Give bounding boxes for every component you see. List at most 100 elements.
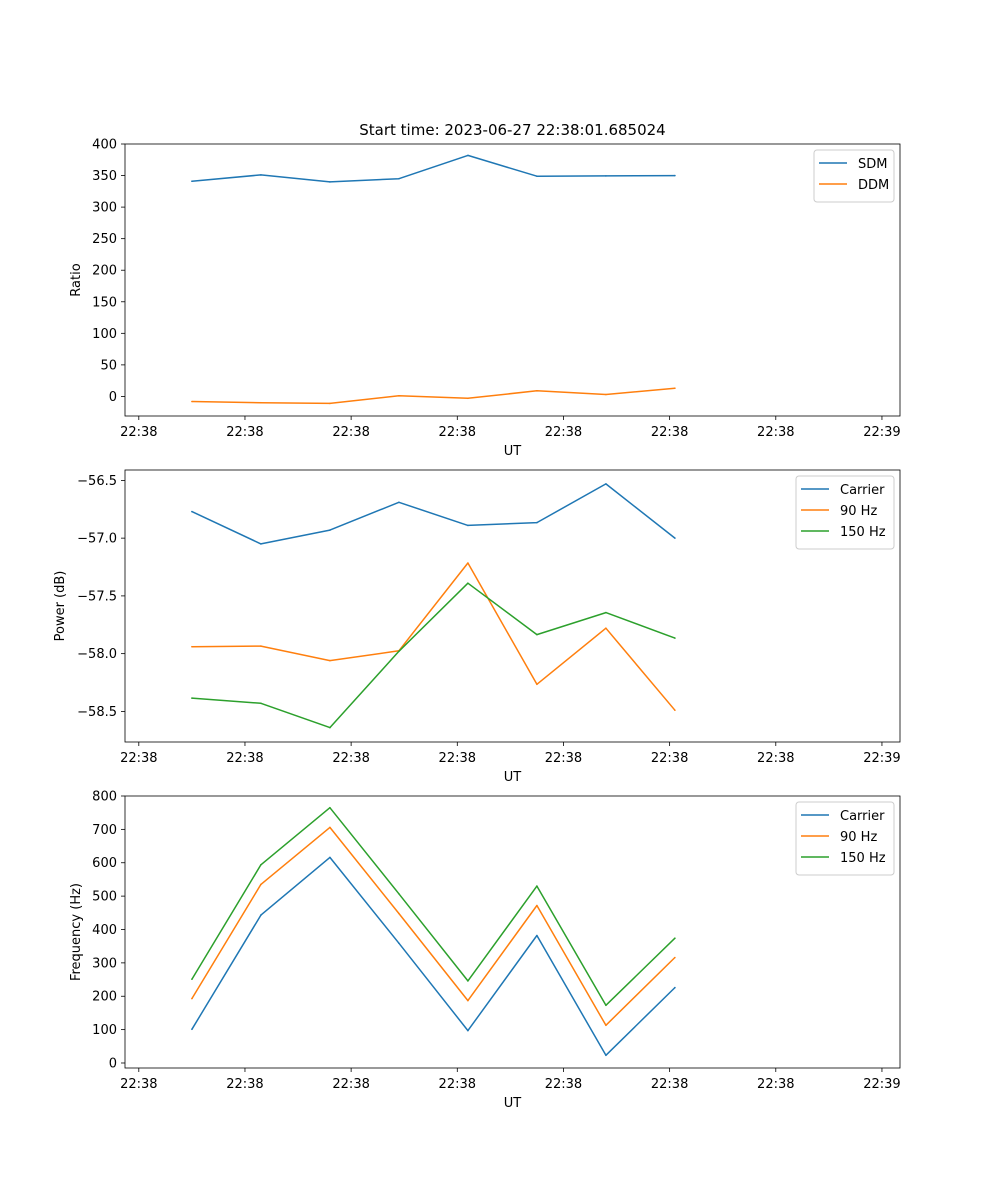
x-tick-label: 22:38 bbox=[332, 751, 369, 766]
data-point bbox=[191, 978, 193, 980]
y-tick-label: 250 bbox=[92, 232, 117, 247]
series-line-150-hz bbox=[191, 582, 676, 729]
x-tick-label: 22:38 bbox=[545, 1077, 582, 1092]
y-tick-label: 150 bbox=[92, 295, 117, 310]
legend-label: 150 Hz bbox=[840, 851, 886, 866]
y-tick-label: 400 bbox=[92, 138, 117, 153]
series-line-carrier bbox=[191, 483, 676, 545]
legend: SDM DDM bbox=[813, 149, 895, 203]
y-tick-label: 700 bbox=[92, 823, 117, 838]
data-point bbox=[191, 1028, 193, 1031]
x-tick-label: 22:38 bbox=[120, 425, 157, 440]
y-tick-label: 350 bbox=[92, 169, 117, 184]
legend-label: SDM bbox=[858, 157, 887, 172]
legend: Carrier 90 Hz 150 Hz bbox=[795, 801, 895, 876]
data-point bbox=[536, 633, 538, 636]
x-tick-label: 22:38 bbox=[651, 1077, 688, 1092]
data-point bbox=[467, 999, 469, 1002]
x-tick-label: 22:38 bbox=[651, 751, 688, 766]
y-tick-label: 50 bbox=[100, 358, 117, 373]
y-tick-label: −56.5 bbox=[77, 474, 117, 489]
data-point bbox=[260, 645, 262, 647]
data-point bbox=[674, 956, 676, 959]
y-tick-label: 0 bbox=[109, 390, 117, 405]
data-point bbox=[260, 883, 262, 886]
y-tick-label: 300 bbox=[92, 201, 117, 216]
data-point bbox=[467, 154, 469, 157]
data-point bbox=[398, 650, 400, 653]
data-point bbox=[329, 726, 331, 729]
data-point bbox=[605, 1024, 607, 1027]
charts-group: 22:38 22:38 22:38 22:38 22:38 22:38 22:38 22:39… bbox=[53, 138, 901, 1112]
data-point bbox=[674, 986, 676, 989]
y-tick-label: 100 bbox=[92, 1023, 117, 1038]
chart-title: Start time: 2023-06-27 22:38:01.685024 bbox=[359, 121, 665, 139]
y-tick-label: 500 bbox=[92, 890, 117, 905]
data-point bbox=[467, 562, 469, 564]
data-point bbox=[329, 181, 331, 183]
data-point bbox=[329, 659, 331, 662]
y-tick-label: 300 bbox=[92, 956, 117, 971]
data-point bbox=[191, 997, 193, 1000]
x-tick-label: 22:38 bbox=[439, 751, 476, 766]
data-point bbox=[605, 393, 607, 396]
data-point bbox=[260, 702, 262, 705]
data-point bbox=[329, 529, 331, 531]
x-tick-label: 22:39 bbox=[863, 425, 900, 440]
series-line-ddm bbox=[191, 387, 675, 405]
x-tick-label: 22:38 bbox=[120, 751, 157, 766]
data-point bbox=[260, 401, 262, 404]
x-tick-label: 22:38 bbox=[757, 425, 794, 440]
x-tick-label: 22:38 bbox=[545, 751, 582, 766]
series-line-90-hz bbox=[191, 826, 676, 1027]
legend-label: 90 Hz bbox=[840, 830, 877, 845]
data-point bbox=[329, 856, 331, 859]
x-tick-label: 22:39 bbox=[863, 1077, 900, 1092]
data-point bbox=[536, 934, 538, 937]
data-point bbox=[398, 395, 400, 397]
data-point bbox=[329, 402, 331, 405]
data-point bbox=[260, 914, 262, 916]
data-point bbox=[467, 397, 469, 400]
y-tick-label: −57.5 bbox=[77, 589, 117, 604]
x-tick-label: 22:38 bbox=[757, 1077, 794, 1092]
y-tick-label: 800 bbox=[92, 790, 117, 805]
legend-label: Carrier bbox=[840, 809, 885, 824]
data-point bbox=[605, 627, 607, 629]
data-point bbox=[674, 537, 676, 539]
data-point bbox=[191, 697, 193, 699]
legend-label: DDM bbox=[858, 178, 889, 193]
data-point bbox=[536, 683, 538, 686]
subplot-2: 22:38 22:38 22:38 22:38 22:38 22:38 22:38 22:39… bbox=[53, 469, 901, 785]
x-tick-label: 22:38 bbox=[120, 1077, 157, 1092]
data-point bbox=[398, 942, 400, 944]
subplot-1: 22:38 22:38 22:38 22:38 22:38 22:38 22:38 22:39… bbox=[69, 138, 901, 460]
data-point bbox=[536, 175, 538, 177]
subplot-3: 22:38 22:38 22:38 22:38 22:38 22:38 22:38 22:39… bbox=[69, 790, 901, 1112]
legend-label: 90 Hz bbox=[840, 504, 877, 519]
data-point bbox=[467, 1029, 469, 1032]
series-line-90-hz bbox=[191, 562, 676, 711]
series-line-carrier bbox=[191, 856, 676, 1057]
y-tick-label: 100 bbox=[92, 327, 117, 342]
data-point bbox=[260, 864, 262, 866]
x-tick-label: 22:38 bbox=[545, 425, 582, 440]
data-point bbox=[536, 521, 538, 524]
data-point bbox=[605, 483, 607, 485]
legend-label: Carrier bbox=[840, 483, 885, 498]
data-point bbox=[605, 1004, 607, 1007]
series-line-sdm bbox=[191, 154, 675, 183]
data-point bbox=[674, 937, 676, 939]
y-axis-label: Power (dB) bbox=[53, 571, 68, 642]
data-point bbox=[674, 637, 676, 639]
x-tick-label: 22:38 bbox=[439, 425, 476, 440]
data-point bbox=[536, 904, 538, 907]
data-point bbox=[605, 611, 607, 614]
x-tick-label: 22:38 bbox=[757, 751, 794, 766]
data-point bbox=[191, 180, 193, 182]
data-point bbox=[398, 893, 400, 895]
legend-label: 150 Hz bbox=[840, 525, 886, 540]
y-tick-label: −58.0 bbox=[77, 647, 117, 662]
x-tick-label: 22:38 bbox=[332, 1077, 369, 1092]
